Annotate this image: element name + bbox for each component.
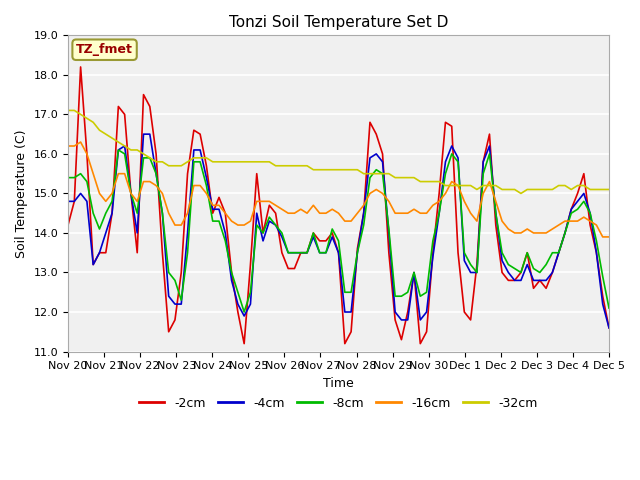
-2cm <box>190 127 198 133</box>
Line: -16cm: -16cm <box>68 142 609 237</box>
Y-axis label: Soil Temperature (C): Soil Temperature (C) <box>15 129 28 258</box>
Text: TZ_fmet: TZ_fmet <box>76 43 133 56</box>
-16cm <box>341 218 349 224</box>
Line: -32cm: -32cm <box>68 110 609 193</box>
Legend: -2cm, -4cm, -8cm, -16cm, -32cm: -2cm, -4cm, -8cm, -16cm, -32cm <box>134 392 543 415</box>
-2cm <box>64 222 72 228</box>
-2cm <box>348 329 355 335</box>
-8cm <box>64 175 72 180</box>
-32cm <box>152 159 160 165</box>
-32cm <box>504 187 512 192</box>
-4cm <box>511 277 518 283</box>
-2cm <box>240 341 248 347</box>
-8cm <box>228 270 236 276</box>
-8cm <box>159 210 166 216</box>
-8cm <box>605 305 613 311</box>
-16cm <box>64 143 72 149</box>
-16cm <box>190 183 198 189</box>
Line: -8cm: -8cm <box>68 150 609 312</box>
-4cm <box>140 131 147 137</box>
-8cm <box>115 147 122 153</box>
-32cm <box>64 108 72 113</box>
-16cm <box>599 234 607 240</box>
-4cm <box>190 147 198 153</box>
-32cm <box>291 163 298 168</box>
-8cm <box>517 270 525 276</box>
-16cm <box>605 234 613 240</box>
-2cm <box>303 250 311 256</box>
-4cm <box>64 198 72 204</box>
-16cm <box>511 230 518 236</box>
-8cm <box>240 309 248 315</box>
-32cm <box>184 159 191 165</box>
X-axis label: Time: Time <box>323 377 354 390</box>
-4cm <box>228 277 236 283</box>
-32cm <box>335 167 342 173</box>
-4cm <box>341 309 349 315</box>
-2cm <box>159 250 166 256</box>
-2cm <box>517 270 525 276</box>
-4cm <box>159 210 166 216</box>
-32cm <box>221 159 229 165</box>
-16cm <box>228 218 236 224</box>
-8cm <box>303 250 311 256</box>
-16cm <box>77 139 84 145</box>
Title: Tonzi Soil Temperature Set D: Tonzi Soil Temperature Set D <box>229 15 448 30</box>
-16cm <box>297 206 305 212</box>
-32cm <box>517 191 525 196</box>
Line: -2cm: -2cm <box>68 67 609 344</box>
Line: -4cm: -4cm <box>68 134 609 328</box>
-8cm <box>348 289 355 295</box>
-16cm <box>159 191 166 196</box>
-4cm <box>297 250 305 256</box>
-2cm <box>228 270 236 276</box>
-8cm <box>190 159 198 165</box>
-32cm <box>605 187 613 192</box>
-4cm <box>605 325 613 331</box>
-2cm <box>605 325 613 331</box>
-2cm <box>77 64 84 70</box>
